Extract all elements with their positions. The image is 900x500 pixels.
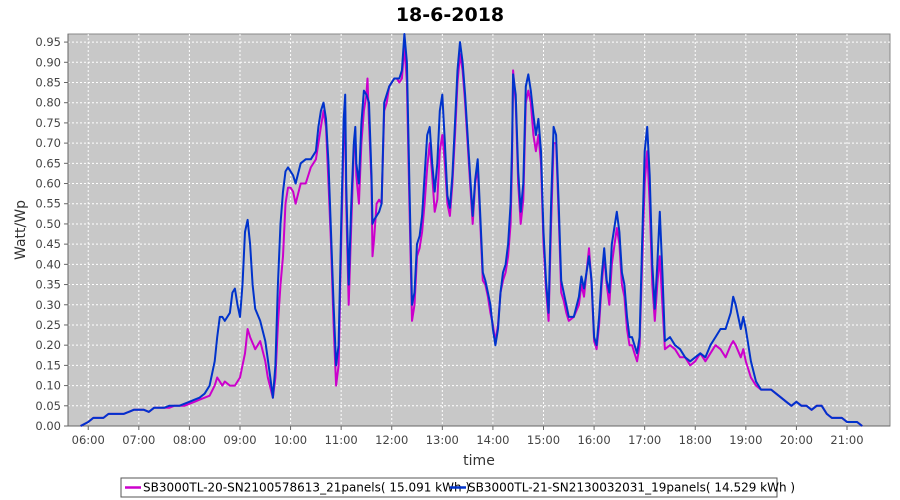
- x-tick-label: 21:00: [830, 433, 863, 447]
- y-tick-label: 0.75: [35, 116, 61, 130]
- x-tick-label: 17:00: [628, 433, 661, 447]
- y-tick-label: 0.95: [35, 35, 61, 49]
- y-tick-label: 0.90: [35, 55, 61, 69]
- grid-lines: [68, 34, 890, 427]
- x-tick-label: 18:00: [679, 433, 712, 447]
- x-axis: 06:00 07:00 08:00 09:00 10:00 11:00 12:00 13:00…: [68, 425, 890, 447]
- x-tick-label: 10:00: [274, 433, 307, 447]
- x-tick-label: 11:00: [325, 433, 358, 447]
- y-tick-label: 0.05: [35, 399, 61, 413]
- x-tick-label: 14:00: [476, 433, 509, 447]
- y-tick-label: 0.65: [35, 156, 61, 170]
- x-tick-label: 19:00: [729, 433, 762, 447]
- y-tick-label: 0.25: [35, 318, 61, 332]
- x-tick-label: 09:00: [223, 433, 256, 447]
- legend-label-series-2: SB3000TL-21-SN2130032031_19panels( 14.52…: [468, 481, 795, 495]
- x-tick-label: 15:00: [527, 433, 560, 447]
- y-tick-label: 0.10: [35, 379, 61, 393]
- x-tick-label: 08:00: [173, 433, 206, 447]
- y-tick-label: 0.30: [35, 298, 61, 312]
- legend: SB3000TL-20-SN2100578613_21panels( 15.09…: [120, 477, 795, 498]
- plot-area: [67, 33, 891, 427]
- x-tick-label: 12:00: [375, 433, 408, 447]
- y-axis: 0.00 0.05 0.10 0.15 0.20 0.25 0.30 0.35 0.40 0.45…: [35, 34, 69, 433]
- x-tick-label: 06:00: [72, 433, 105, 447]
- series-line-2: [80, 33, 863, 427]
- y-tick-label: 0.55: [35, 197, 61, 211]
- y-tick-label: 0.85: [35, 75, 61, 89]
- x-tick-label: 07:00: [122, 433, 155, 447]
- y-tick-label: 0.20: [35, 338, 61, 352]
- x-tick-label: 20:00: [780, 433, 813, 447]
- y-axis-label: Watt/Wp: [13, 200, 29, 260]
- x-tick-label: 16:00: [578, 433, 611, 447]
- legend-label-series-1: SB3000TL-20-SN2100578613_21panels( 15.09…: [143, 481, 470, 495]
- legend-box: [120, 477, 778, 498]
- y-tick-label: 0.45: [35, 237, 61, 251]
- x-tick-label: 13:00: [426, 433, 459, 447]
- y-tick-label: 0.70: [35, 136, 61, 150]
- y-tick-label: 0.80: [35, 96, 61, 110]
- y-tick-label: 0.00: [35, 419, 61, 433]
- y-tick-label: 0.15: [35, 358, 61, 372]
- y-tick-label: 0.50: [35, 217, 61, 231]
- y-tick-label: 0.40: [35, 257, 61, 271]
- series-layer: [80, 33, 863, 427]
- y-tick-label: 0.60: [35, 177, 61, 191]
- chart-title: 18-6-2018: [396, 4, 504, 26]
- x-axis-label: time: [463, 453, 495, 469]
- y-tick-label: 0.35: [35, 278, 61, 292]
